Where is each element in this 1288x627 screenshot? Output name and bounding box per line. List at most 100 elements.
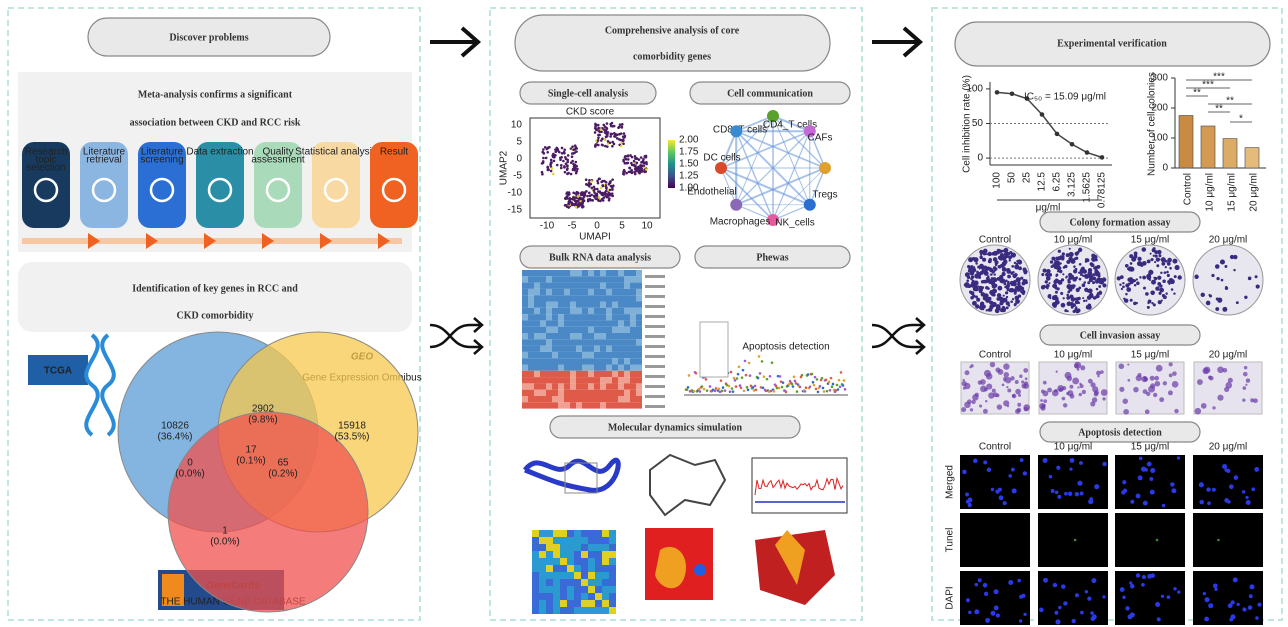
heat-cell — [588, 358, 594, 364]
colony — [972, 295, 975, 298]
phewas-dot — [757, 377, 760, 380]
banner — [18, 262, 412, 332]
heat-cell — [558, 358, 564, 364]
heat-cell — [576, 346, 582, 352]
gene-label — [645, 355, 665, 358]
nucleus — [1157, 617, 1161, 621]
venn-percent: (0.0%) — [210, 537, 239, 548]
cell-dot — [585, 183, 588, 186]
heat-cell — [552, 276, 558, 282]
nucleus — [1173, 587, 1176, 590]
heat-cell — [618, 346, 624, 352]
cell — [1069, 385, 1073, 389]
colony — [1171, 288, 1174, 291]
phewas-dot — [840, 371, 843, 374]
title: CKD comorbidity — [177, 310, 254, 321]
nucleus — [1130, 584, 1135, 589]
cell — [1133, 387, 1138, 392]
heat-cell — [636, 327, 642, 333]
nucleus — [1055, 491, 1059, 495]
heat-cell — [522, 302, 528, 308]
nucleus — [1199, 500, 1204, 505]
colony — [1078, 302, 1080, 304]
contact-cell — [581, 579, 588, 586]
colony — [1129, 267, 1134, 272]
heat-cell — [618, 358, 624, 364]
heat-cell — [558, 390, 564, 396]
heat-cell — [546, 333, 552, 339]
heat-cell — [552, 358, 558, 364]
nucleus — [1023, 471, 1027, 475]
colony — [1005, 291, 1008, 294]
venn-count: 2902 — [252, 404, 275, 415]
heat-cell — [570, 333, 576, 339]
tick-label: 0 — [594, 221, 600, 232]
colony — [987, 287, 990, 290]
colony — [1158, 258, 1160, 260]
colony — [1162, 294, 1165, 297]
heat-cell — [600, 402, 606, 408]
contact-cell — [560, 586, 567, 593]
heat-cell — [618, 365, 624, 371]
colony — [993, 294, 996, 297]
colorbar-label: 1.75 — [679, 147, 699, 158]
phewas-dot — [763, 375, 766, 378]
heat-cell — [558, 333, 564, 339]
cell-dot — [616, 137, 619, 140]
colony — [986, 280, 989, 283]
colony — [1055, 291, 1058, 294]
heat-cell — [636, 333, 642, 339]
contact-cell — [595, 558, 602, 565]
colony — [1015, 299, 1020, 304]
dose-label: 10 μg/ml — [1054, 350, 1093, 361]
cell-dot — [575, 206, 578, 209]
tick-label: 10 — [641, 221, 653, 232]
heat-cell — [594, 339, 600, 345]
heat-cell — [582, 346, 588, 352]
heat-cell — [612, 365, 618, 371]
phewas-dot — [721, 390, 724, 393]
heat-cell — [534, 383, 540, 389]
nucleus — [1039, 608, 1044, 613]
colony — [992, 277, 997, 282]
phewas-dot — [812, 381, 815, 384]
cell-dot — [594, 131, 597, 134]
tick-label: 50 — [972, 118, 984, 129]
nucleus — [1019, 619, 1022, 622]
phewas-dot — [801, 374, 804, 377]
colony — [1085, 258, 1088, 261]
contact-cell — [595, 544, 602, 551]
colony — [1255, 275, 1258, 278]
heat-cell — [630, 402, 636, 408]
colony — [1010, 300, 1013, 303]
cell — [992, 389, 996, 393]
cell-dot — [585, 178, 588, 181]
cell-dot — [567, 194, 570, 197]
heat-cell — [600, 308, 606, 314]
nucleus — [1226, 469, 1230, 473]
colony — [1056, 273, 1059, 276]
heat-cell — [576, 402, 582, 408]
cell-dot — [567, 206, 570, 209]
heat-cell — [612, 371, 618, 377]
row-label: Tunel — [945, 528, 956, 553]
heat-cell — [594, 308, 600, 314]
cell-dot — [575, 150, 578, 153]
heat-cell — [534, 308, 540, 314]
nucleus — [1162, 504, 1165, 507]
tick-label: 10 — [511, 120, 523, 131]
cell-dot — [545, 157, 548, 160]
tick-label: 1.5625 — [1082, 172, 1093, 203]
contact-cell — [609, 551, 616, 558]
nucleus — [1171, 488, 1176, 493]
colony — [1061, 303, 1066, 308]
colony — [982, 270, 986, 274]
heat-cell — [636, 371, 642, 377]
heat-cell — [552, 377, 558, 383]
contact-cell — [546, 565, 553, 572]
colony — [988, 259, 992, 263]
heat-cell — [564, 365, 570, 371]
heat-cell — [552, 295, 558, 301]
colony — [998, 265, 1001, 268]
contact-cell — [581, 544, 588, 551]
